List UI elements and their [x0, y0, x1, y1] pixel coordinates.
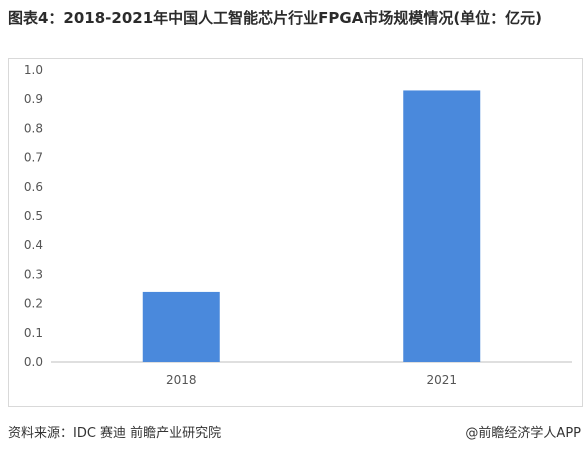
y-tick-label: 0.0	[24, 355, 43, 369]
y-tick-label: 0.6	[24, 180, 43, 194]
bar-2021	[403, 90, 481, 362]
bar-2018	[142, 291, 220, 362]
y-tick-label: 0.9	[24, 92, 43, 106]
y-tick-label: 0.5	[24, 209, 43, 223]
source-note: 资料来源：IDC 赛迪 前瞻产业研究院	[8, 426, 222, 441]
credit-note: @前瞻经济学人APP	[465, 426, 581, 441]
y-tick-label: 0.1	[24, 326, 43, 340]
y-tick-label: 0.3	[24, 267, 43, 281]
bar-chart: 0.0 0.1 0.2 0.3 0.4 0.5 0.6 0.7 0.8 0.9 1.0 2018 202…	[24, 63, 572, 387]
x-tick-label: 2021	[426, 373, 457, 387]
chart-title: 图表4：2018-2021年中国人工智能芯片行业FPGA市场规模情况(单位：亿元…	[8, 9, 543, 27]
y-tick-label: 0.8	[24, 121, 43, 135]
x-tick-label: 2018	[166, 373, 197, 387]
y-tick-label: 1.0	[24, 63, 43, 77]
y-tick-label: 0.7	[24, 151, 43, 165]
chart-frame: 0.0 0.1 0.2 0.3 0.4 0.5 0.6 0.7 0.8 0.9 1.0 2018 202…	[8, 58, 583, 407]
y-tick-label: 0.4	[24, 238, 43, 252]
y-tick-label: 0.2	[24, 297, 43, 311]
